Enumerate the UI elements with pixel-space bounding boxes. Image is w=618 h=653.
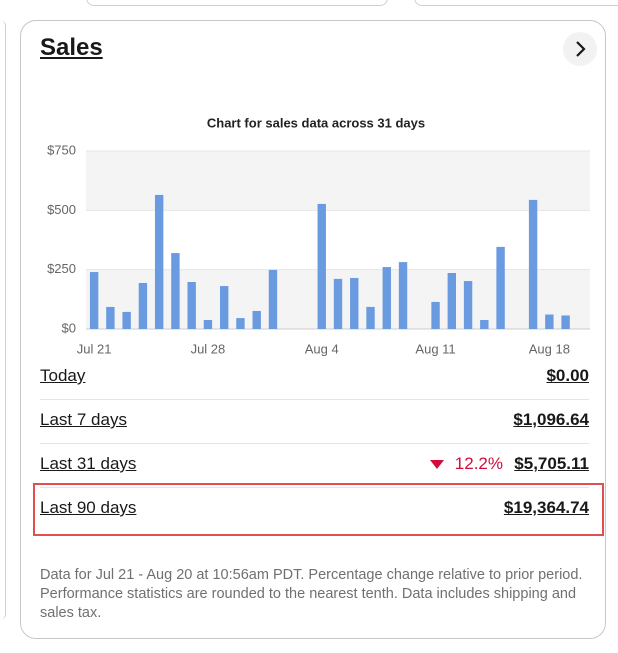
bar [203,319,213,329]
bar [382,267,391,329]
bar [545,314,554,329]
bar [431,301,440,329]
bar [252,310,261,329]
x-tick-label: Jul 21 [77,341,112,356]
row-value[interactable]: $0.00 [546,366,589,385]
separator [40,443,589,444]
y-tick-label: $0 [62,320,76,335]
separator [40,487,589,488]
x-tick-label: Jul 28 [191,341,226,356]
bar [154,194,164,329]
bar [398,262,408,329]
bar [480,319,489,329]
bar [187,282,196,329]
bar [106,306,115,329]
sales-card [20,20,606,639]
down-arrow [430,460,444,469]
bar [236,318,245,329]
bar [350,277,359,329]
bar [561,315,570,329]
y-tick-label: $750 [47,142,76,157]
row-label[interactable]: Today [40,366,86,385]
x-tick-label: Aug 4 [305,341,339,356]
row: Last 90 days $19,364.74 [40,488,589,532]
bar [463,281,473,329]
chevron-icon [576,41,586,57]
row-label[interactable]: Last 31 days [40,454,137,473]
top-card [86,0,388,6]
row-label[interactable]: Last 90 days [40,498,137,517]
bar [89,272,99,329]
row: Last 7 days $1,096.64 [40,400,589,444]
change: 12.2% [454,454,503,473]
row-label[interactable]: Last 7 days [40,410,127,429]
grid-band [86,151,590,211]
x-tick-label: Aug 18 [529,341,570,356]
card-title[interactable]: Sales [40,34,103,61]
top-card [414,0,618,6]
bar [268,269,278,329]
highlight-box [33,483,604,536]
footnote: Data for Jul 21 - Aug 20 at 10:56am PDT.… [40,567,583,621]
bar [219,286,229,329]
y-tick-label: $500 [47,202,76,217]
bar [496,246,505,329]
row: Today $0.00 [40,356,589,400]
next-button[interactable] [563,32,597,66]
chart-title: Chart for sales data across 31 days [207,115,425,130]
bar [138,282,148,329]
bar [122,311,131,329]
bar [366,306,375,329]
row-value[interactable]: $5,705.11 [514,454,589,473]
side-panel [0,20,6,620]
row-value[interactable]: $1,096.64 [513,410,589,429]
bar [171,253,180,329]
bar [528,199,538,329]
separator [40,399,589,400]
x-tick-label: Aug 11 [415,341,455,356]
row: Last 31 days 12.2% $5,705.11 [40,444,589,488]
bar [333,278,343,329]
y-tick-label: $250 [47,261,76,276]
bar [317,203,326,329]
row-value[interactable]: $19,364.74 [503,498,589,517]
chart: Chart for sales data across 31 days $0 $2… [47,115,590,356]
bar [447,272,457,329]
